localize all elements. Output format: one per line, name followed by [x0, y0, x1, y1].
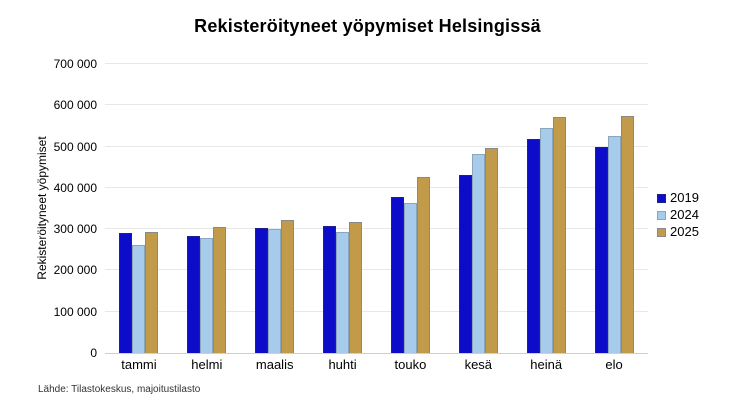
- gridline: [105, 228, 648, 230]
- bar-maalis-2025: [281, 220, 295, 353]
- bar-heinä-2019: [526, 139, 540, 353]
- bar-tammi-2019: [119, 232, 133, 353]
- bar-maalis-2019: [255, 227, 269, 353]
- bar-group-touko: [377, 64, 445, 353]
- bar-group-kesä: [444, 64, 512, 353]
- bar-group-huhti: [309, 64, 377, 353]
- bar-helmi-2024: [200, 237, 214, 353]
- legend-label: 2019: [670, 190, 699, 205]
- gridline: [105, 269, 648, 271]
- y-tick-label: 600 000: [53, 98, 97, 113]
- bar-huhti-2024: [336, 231, 350, 353]
- gridline: [105, 310, 648, 312]
- gridline: [105, 63, 648, 64]
- legend: 2019 2024 2025: [657, 191, 699, 239]
- bar-tammi-2025: [145, 231, 159, 353]
- bar-huhti-2025: [349, 221, 363, 353]
- source-note: Lähde: Tilastokeskus, majoitustilasto: [38, 384, 201, 395]
- bar-heinä-2025: [552, 116, 566, 353]
- x-tick-label-huhti: huhti: [328, 357, 357, 372]
- legend-item-2025: 2025: [657, 225, 699, 239]
- bar-group-heinä: [512, 64, 580, 353]
- bar-maalis-2024: [268, 229, 282, 353]
- x-axis-labels: tammi helmi maalis huhti touko kesä heinä elo: [105, 357, 648, 372]
- legend-swatch-icon: [657, 210, 666, 220]
- bar-kesä-2024: [471, 154, 485, 353]
- x-tick-label-helmi: helmi: [191, 357, 223, 372]
- bar-helmi-2019: [187, 235, 201, 353]
- bar-groups: [105, 64, 648, 353]
- gridline: [105, 104, 648, 106]
- bar-group-tammi: [105, 64, 173, 353]
- y-tick-label: 300 000: [53, 222, 97, 237]
- gridline: [105, 186, 648, 188]
- legend-label: 2024: [670, 207, 699, 222]
- legend-item-2024: 2024: [657, 208, 699, 222]
- x-tick-label-kesä: kesä: [464, 357, 493, 372]
- bar-group-helmi: [173, 64, 241, 353]
- bar-elo-2025: [620, 116, 634, 353]
- chart-title: Rekisteröityneet yöpymiset Helsingissä: [194, 16, 541, 36]
- x-tick-label-elo: elo: [605, 357, 623, 372]
- bar-tammi-2024: [132, 244, 146, 353]
- bar-touko-2025: [416, 176, 430, 353]
- y-tick-label: 400 000: [53, 180, 97, 195]
- bar-kesä-2025: [484, 148, 498, 353]
- legend-item-2019: 2019: [657, 191, 699, 205]
- bar-touko-2019: [390, 196, 404, 353]
- bar-heinä-2024: [539, 128, 553, 353]
- x-tick-label-touko: touko: [394, 357, 427, 372]
- y-tick-label: 200 000: [53, 263, 97, 278]
- y-axis-ticks: 0 100 000 200 000 300 000 400 000 500 000 600 …: [0, 57, 97, 360]
- x-tick-label-maalis: maalis: [255, 357, 294, 372]
- y-tick-label: 0: [90, 346, 97, 360]
- bar-elo-2024: [607, 135, 621, 353]
- bar-huhti-2019: [323, 225, 337, 353]
- y-tick-label: 700 000: [53, 57, 97, 71]
- legend-label: 2025: [670, 224, 699, 239]
- x-tick-label-heinä: heinä: [530, 357, 563, 372]
- bar-elo-2019: [594, 146, 608, 353]
- x-tick-label-tammi: tammi: [121, 357, 157, 372]
- bar-group-elo: [580, 64, 648, 353]
- legend-swatch-icon: [657, 193, 666, 203]
- legend-swatch-icon: [657, 227, 666, 237]
- bar-helmi-2025: [213, 226, 227, 353]
- bar-touko-2024: [403, 203, 417, 353]
- bar-group-maalis: [241, 64, 309, 353]
- plot-area: [105, 63, 648, 354]
- bar-kesä-2019: [458, 175, 472, 353]
- gridline: [105, 145, 648, 147]
- y-tick-label: 100 000: [53, 304, 97, 319]
- y-tick-label: 500 000: [53, 139, 97, 154]
